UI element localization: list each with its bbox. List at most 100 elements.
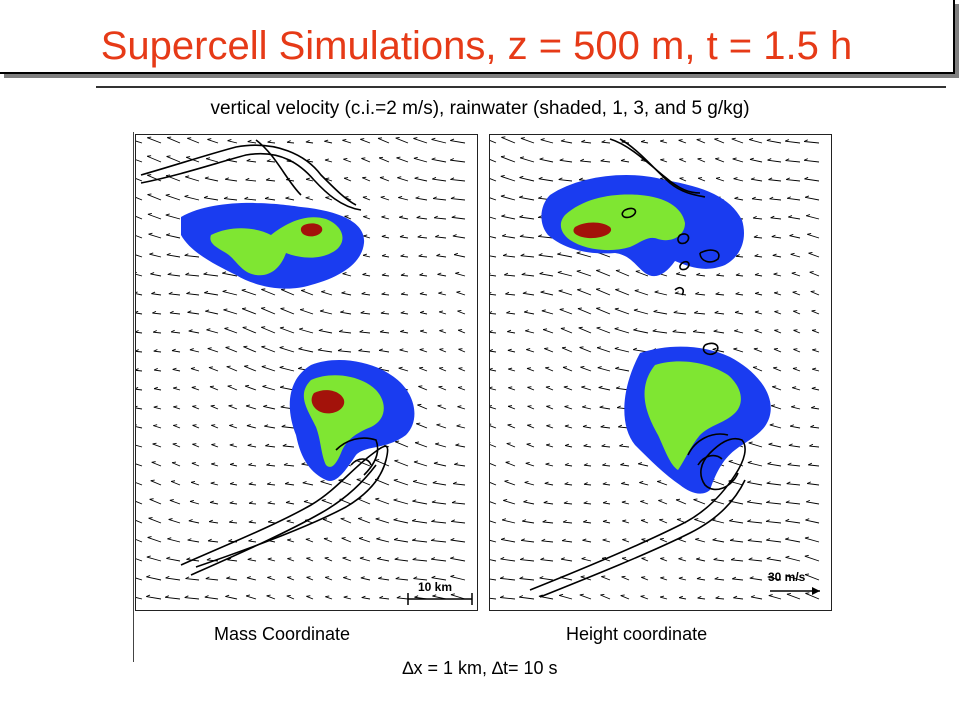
wind-vector xyxy=(211,444,219,448)
wind-vector-head xyxy=(306,576,311,578)
wind-vector-head xyxy=(395,136,400,139)
wind-vector-head xyxy=(325,196,330,198)
wind-vector-head xyxy=(148,232,153,235)
wind-vector-head xyxy=(602,500,607,504)
wind-vector xyxy=(804,555,820,562)
contour-line xyxy=(609,138,701,194)
wind-vector-head xyxy=(229,462,235,465)
wind-vector-head xyxy=(399,215,404,218)
wind-vector-head xyxy=(672,329,677,333)
wind-vector-head xyxy=(500,194,505,197)
wind-vector-head xyxy=(208,366,213,368)
wind-vector xyxy=(241,289,257,296)
wind-vector-head xyxy=(522,519,527,522)
wind-vector xyxy=(641,576,649,581)
contour-line xyxy=(702,342,719,356)
wind-vector xyxy=(640,519,649,524)
wind-vector-head xyxy=(266,482,271,485)
wind-vector-head xyxy=(712,347,717,350)
wind-vector-head xyxy=(538,253,543,256)
wind-vector-head xyxy=(805,518,810,521)
wind-vector-head xyxy=(169,310,174,314)
wind-vector-head xyxy=(660,139,665,142)
wind-vector xyxy=(437,273,447,277)
wind-vector-head xyxy=(381,234,386,237)
wind-vector xyxy=(562,540,573,543)
wind-vector xyxy=(750,596,763,600)
wind-vector-head xyxy=(539,157,544,160)
wind-vector xyxy=(279,347,295,353)
wind-vector xyxy=(318,330,333,334)
contour-line xyxy=(674,287,685,296)
wind-vector xyxy=(807,233,820,239)
wind-vector xyxy=(614,348,630,353)
wind-vector xyxy=(697,597,706,600)
wind-vector xyxy=(248,502,257,505)
wind-vector xyxy=(678,577,687,581)
wind-vector xyxy=(393,539,409,543)
wind-vector-head xyxy=(749,137,754,140)
wind-vector-head xyxy=(748,557,753,560)
wind-vector xyxy=(539,577,554,581)
wind-vector xyxy=(153,350,162,353)
wind-vector-head xyxy=(558,177,563,180)
wind-vector xyxy=(734,312,744,315)
wind-vector xyxy=(375,459,390,467)
wind-vector-head xyxy=(785,555,790,558)
wind-vector xyxy=(788,445,801,448)
wind-vector xyxy=(146,155,162,163)
wind-vector-head xyxy=(747,519,752,522)
wind-vector xyxy=(244,365,257,372)
wind-vector-head xyxy=(577,307,582,309)
wind-vector xyxy=(506,443,516,448)
wind-vector-head xyxy=(191,462,196,464)
wind-vector xyxy=(263,405,276,410)
wind-vector xyxy=(228,405,238,410)
wind-vector xyxy=(357,498,371,505)
wind-vector xyxy=(578,327,592,334)
contour-line xyxy=(180,445,389,568)
wind-vector-head xyxy=(378,348,383,351)
wind-vector xyxy=(545,463,554,467)
wind-vector xyxy=(378,349,390,353)
wind-vector-head xyxy=(676,518,682,520)
wind-vector xyxy=(189,501,200,505)
wind-vector-head xyxy=(582,538,587,541)
wind-vector xyxy=(414,177,428,182)
wind-vector xyxy=(173,424,181,429)
wind-vector xyxy=(267,141,276,144)
wind-vector-head xyxy=(340,517,345,520)
wind-vector xyxy=(191,462,200,467)
wind-vector-head xyxy=(417,403,422,406)
wind-vector xyxy=(136,196,143,201)
wind-vector xyxy=(438,386,447,391)
wind-vector xyxy=(562,366,573,372)
wind-vector xyxy=(394,460,409,467)
wind-vector xyxy=(400,274,409,277)
wind-vector-head xyxy=(541,538,546,542)
wind-vector xyxy=(146,556,162,562)
wind-vector xyxy=(136,558,143,562)
wind-vector xyxy=(521,539,535,543)
contour-line xyxy=(687,433,729,456)
wind-vector-head xyxy=(582,424,587,427)
wind-vector-head xyxy=(806,481,811,484)
wind-vector-head xyxy=(165,575,170,579)
wind-vector xyxy=(210,482,219,486)
wind-vector-head xyxy=(450,519,456,522)
wind-vector xyxy=(397,177,409,182)
wind-vector xyxy=(438,367,447,372)
wind-vector xyxy=(601,576,611,581)
wind-vector-head xyxy=(171,461,177,464)
wind-vector xyxy=(557,271,573,277)
wind-vector xyxy=(507,331,516,334)
wind-vector-head xyxy=(579,593,584,596)
wind-vector-head xyxy=(281,424,286,428)
wind-vector xyxy=(793,310,801,315)
wind-vector xyxy=(520,559,535,562)
wind-vector-head xyxy=(766,556,771,560)
wind-vector-head xyxy=(715,596,720,599)
wind-vector xyxy=(136,426,143,429)
wind-vector-head xyxy=(506,310,511,314)
wind-vector-head xyxy=(564,424,569,427)
